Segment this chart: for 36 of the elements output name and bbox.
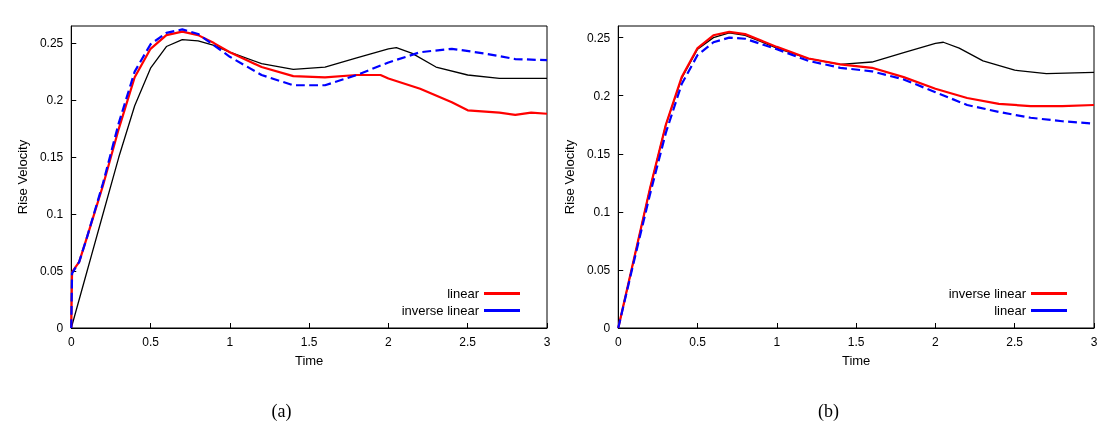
y-tick-label: 0.05 [586,262,611,277]
y-tick-label: 0.1 [46,207,64,222]
y-tick-label: 0.15 [586,146,611,161]
legend-label: linear [994,303,1027,318]
x-tick-label: 0 [614,335,622,349]
legend-label: inverse linear [948,286,1027,301]
legend-label: linear [447,286,480,301]
y-axis-title: Rise Velocity [15,139,30,215]
x-tick-label: 1.5 [300,335,318,349]
x-tick-label: 2 [385,335,393,349]
text: (b) [818,401,840,422]
y-tick-label: 0.2 [46,93,64,108]
y-tick-label: 0.25 [39,36,64,51]
y-tick-label: 0.25 [586,30,611,45]
x-tick-label: 0.5 [689,335,707,349]
x-tick-label: 1 [773,335,781,349]
x-axis-title: Time [841,353,871,368]
x-axis-title: Time [294,353,324,368]
y-tick-label: 0 [603,321,611,335]
x-tick-label: 0.5 [142,335,160,349]
y-tick-label: 0.1 [593,204,611,219]
text: (a) [271,401,292,422]
y-tick-label: 0.15 [39,150,64,165]
x-tick-label: 3 [1090,335,1098,349]
x-tick-label: 1.5 [847,335,865,349]
legend-label: inverse linear [401,303,480,318]
x-tick-label: 2.5 [1006,335,1024,349]
x-tick-label: 0 [67,335,75,349]
x-tick-label: 2.5 [459,335,477,349]
y-axis-title: Rise Velocity [562,139,577,215]
x-tick-label: 1 [226,335,234,349]
x-tick-label: 3 [543,335,551,349]
y-tick-label: 0.05 [39,264,64,279]
y-tick-label: 0.2 [593,88,611,103]
x-tick-label: 2 [932,335,940,349]
y-tick-label: 0 [56,321,64,335]
